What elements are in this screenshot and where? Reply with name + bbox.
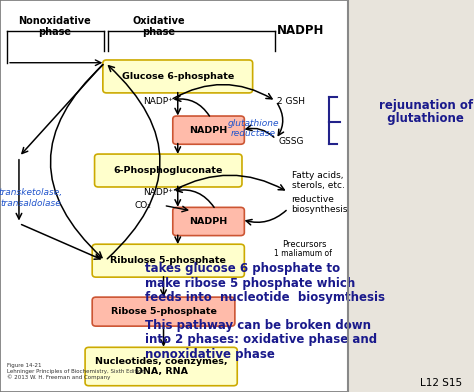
Text: Nonoxidative
phase: Nonoxidative phase [18, 16, 91, 37]
FancyBboxPatch shape [173, 207, 245, 236]
Text: CO₂: CO₂ [135, 201, 152, 210]
Text: make ribose 5 phosphate which: make ribose 5 phosphate which [145, 276, 355, 290]
Text: feeds into  nucleotide  biosymthesis: feeds into nucleotide biosymthesis [145, 291, 384, 304]
Text: 6-Phosphogluconate: 6-Phosphogluconate [114, 166, 223, 175]
Text: into 2 phases: oxidative phase and: into 2 phases: oxidative phase and [145, 333, 377, 347]
FancyBboxPatch shape [0, 0, 348, 392]
FancyBboxPatch shape [92, 244, 245, 277]
Text: NADP⁺: NADP⁺ [143, 97, 173, 105]
Text: transketolase,
transaldolase: transketolase, transaldolase [0, 188, 63, 208]
Text: 1 maliamum of: 1 maliamum of [274, 249, 332, 258]
Text: glutathione
reductase: glutathione reductase [228, 119, 279, 138]
FancyBboxPatch shape [173, 116, 245, 144]
FancyBboxPatch shape [92, 297, 235, 326]
Text: L12 S15: L12 S15 [420, 378, 462, 388]
Text: 2 GSH: 2 GSH [277, 97, 305, 105]
Text: Glucose 6-phosphate: Glucose 6-phosphate [122, 72, 234, 81]
FancyBboxPatch shape [85, 347, 237, 386]
FancyBboxPatch shape [103, 60, 253, 93]
Text: NADP⁺: NADP⁺ [143, 188, 173, 196]
Text: glutathione: glutathione [379, 112, 464, 125]
Text: Figure 14-21
Lehninger Principles of Biochemistry, Sixth Edition
© 2013 W. H. Fr: Figure 14-21 Lehninger Principles of Bio… [7, 363, 145, 380]
Text: NADPH: NADPH [190, 126, 228, 134]
Text: Oxidative
phase: Oxidative phase [132, 16, 185, 37]
FancyBboxPatch shape [94, 154, 242, 187]
Text: NADPH: NADPH [190, 217, 228, 226]
Text: NADPH: NADPH [277, 24, 325, 36]
Text: reductive
biosynthesis: reductive biosynthesis [292, 195, 348, 214]
Text: GSSG: GSSG [279, 137, 304, 145]
Text: nonoxidative phase: nonoxidative phase [145, 348, 274, 361]
Text: Ribose 5-phosphate: Ribose 5-phosphate [110, 307, 217, 316]
Text: takes glucose 6 phosphate to: takes glucose 6 phosphate to [145, 262, 340, 275]
Text: Ribulose 5-phosphate: Ribulose 5-phosphate [110, 256, 226, 265]
Text: rejuunation of: rejuunation of [379, 99, 474, 113]
Text: Fatty acids,
sterols, etc.: Fatty acids, sterols, etc. [292, 171, 345, 190]
Text: This pathway can be broken down: This pathway can be broken down [145, 319, 371, 332]
Text: Precursors: Precursors [282, 240, 327, 249]
Text: Nucleotides, coenzymes,
DNA, RNA: Nucleotides, coenzymes, DNA, RNA [95, 357, 228, 376]
